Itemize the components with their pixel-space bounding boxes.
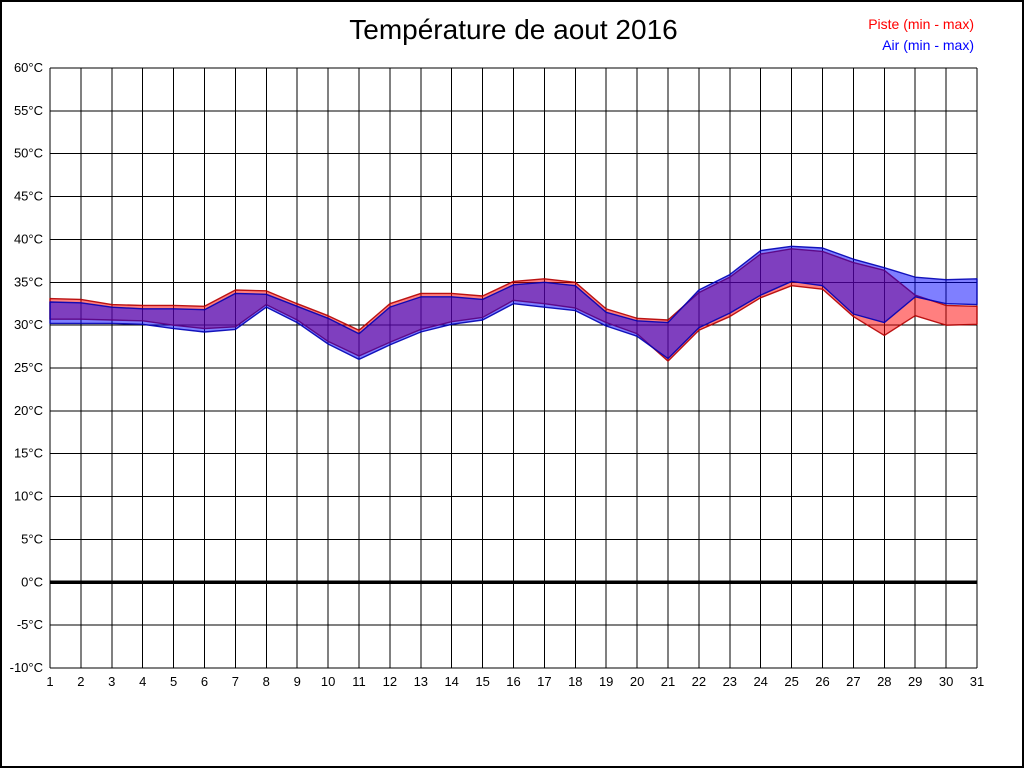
y-tick-label: 35°C xyxy=(14,274,43,289)
x-tick-label: 23 xyxy=(723,674,737,689)
x-tick-label: 8 xyxy=(263,674,270,689)
x-tick-label: 26 xyxy=(815,674,829,689)
y-tick-label: 0°C xyxy=(21,574,43,589)
y-tick-label: 10°C xyxy=(14,489,43,504)
x-tick-label: 2 xyxy=(77,674,84,689)
y-tick-label: 60°C xyxy=(14,60,43,75)
x-tick-label: 14 xyxy=(444,674,458,689)
x-tick-label: 9 xyxy=(294,674,301,689)
x-tick-label: 7 xyxy=(232,674,239,689)
x-tick-label: 3 xyxy=(108,674,115,689)
chart-title: Température de aout 2016 xyxy=(349,14,678,45)
x-tick-label: 25 xyxy=(784,674,798,689)
y-tick-label: 15°C xyxy=(14,446,43,461)
y-tick-label: -5°C xyxy=(17,617,43,632)
grid-lines xyxy=(49,67,978,669)
x-tick-label: 13 xyxy=(414,674,428,689)
y-tick-label: 45°C xyxy=(14,189,43,204)
x-tick-label: 15 xyxy=(475,674,489,689)
x-tick-label: 6 xyxy=(201,674,208,689)
y-tick-label: 20°C xyxy=(14,403,43,418)
x-tick-label: 28 xyxy=(877,674,891,689)
y-tick-label: 50°C xyxy=(14,146,43,161)
x-tick-label: 30 xyxy=(939,674,953,689)
axis-labels: -10°C -5°C 0°C 5°C 10°C 15°C 20°C 25°C 30°C 35°C 4… xyxy=(10,60,985,689)
legend-item-air: Air (min - max) xyxy=(882,37,974,53)
x-tick-label: 24 xyxy=(753,674,767,689)
x-tick-label: 12 xyxy=(383,674,397,689)
x-tick-label: 22 xyxy=(692,674,706,689)
y-tick-label: 25°C xyxy=(14,360,43,375)
y-tick-label: 40°C xyxy=(14,231,43,246)
x-tick-label: 20 xyxy=(630,674,644,689)
x-tick-label: 16 xyxy=(506,674,520,689)
x-tick-label: 5 xyxy=(170,674,177,689)
x-tick-label: 17 xyxy=(537,674,551,689)
y-tick-label: 5°C xyxy=(21,531,43,546)
x-tick-label: 31 xyxy=(970,674,984,689)
y-tick-label: 55°C xyxy=(14,103,43,118)
legend-item-piste: Piste (min - max) xyxy=(868,16,974,32)
x-tick-label: 10 xyxy=(321,674,335,689)
y-tick-label: -10°C xyxy=(10,660,43,675)
x-tick-label: 21 xyxy=(661,674,675,689)
x-tick-label: 18 xyxy=(568,674,582,689)
chart-legend: Piste (min - max) Air (min - max) xyxy=(868,14,974,56)
air-band xyxy=(49,245,978,361)
x-tick-label: 27 xyxy=(846,674,860,689)
x-tick-label: 29 xyxy=(908,674,922,689)
x-tick-label: 19 xyxy=(599,674,613,689)
x-tick-label: 11 xyxy=(352,674,366,689)
x-tick-label: 4 xyxy=(139,674,146,689)
x-tick-label: 1 xyxy=(46,674,53,689)
y-tick-label: 30°C xyxy=(14,317,43,332)
